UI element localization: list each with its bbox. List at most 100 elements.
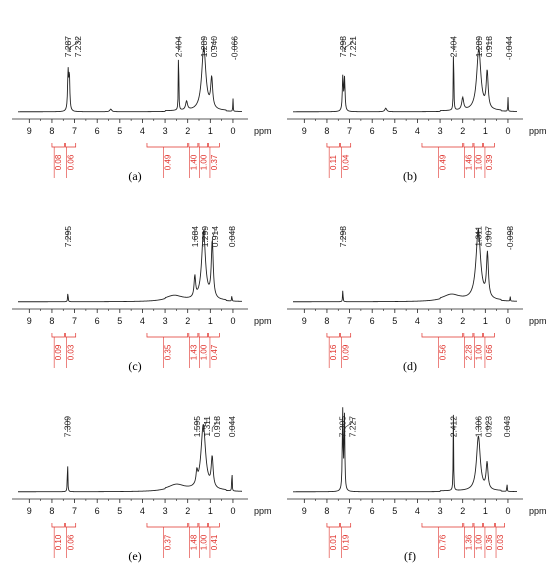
peak-leader <box>211 38 215 52</box>
integral-bracket <box>463 333 474 338</box>
x-unit-label: ppm <box>529 126 547 136</box>
integral-bracket <box>188 333 199 338</box>
x-tick-label: 4 <box>140 316 145 326</box>
x-tick-label: 0 <box>230 126 235 136</box>
x-tick-label: 5 <box>392 126 397 136</box>
integral-bracket <box>326 333 340 338</box>
x-tick-label: 9 <box>27 506 32 516</box>
x-tick-label: 7 <box>72 506 77 516</box>
integral-value: 0.03 <box>496 534 505 550</box>
x-tick-label: 8 <box>324 126 329 136</box>
x-tick-label: 1 <box>208 506 213 516</box>
x-tick-label: 6 <box>370 506 375 516</box>
integral-value: 0.06 <box>67 154 76 170</box>
integral-bracket <box>421 523 464 528</box>
integral-value: 0.19 <box>342 534 351 550</box>
integral-value: 0.35 <box>163 344 172 360</box>
x-tick-label: 4 <box>140 506 145 516</box>
integral-bracket <box>198 143 208 148</box>
integral-value: 0.06 <box>67 534 76 550</box>
x-unit-label: ppm <box>254 506 272 516</box>
integral-bracket <box>340 143 352 148</box>
peak-leader <box>487 228 489 242</box>
peak-label: 0.918 <box>484 36 494 58</box>
peak-label: 1.299 <box>200 226 210 248</box>
integral-value: 0.37 <box>210 154 219 170</box>
peak-label: 7.232 <box>73 36 83 58</box>
x-unit-label: ppm <box>529 506 547 516</box>
spectrum-trace <box>293 407 518 493</box>
x-tick-label: 9 <box>27 316 32 326</box>
integral-bracket <box>188 143 199 148</box>
integral-value: 0.16 <box>329 344 338 360</box>
x-unit-label: ppm <box>254 126 272 136</box>
integral-bracket <box>483 523 495 528</box>
peak-leader <box>211 418 218 432</box>
spectrum-trace <box>18 45 243 113</box>
x-tick-label: 0 <box>230 316 235 326</box>
x-tick-label: 1 <box>483 126 488 136</box>
integral-bracket <box>51 143 65 148</box>
integral-value: 0.76 <box>438 534 447 550</box>
integral-value: 1.00 <box>199 154 208 170</box>
peak-leader <box>69 38 79 52</box>
x-tick-label: 1 <box>483 506 488 516</box>
x-tick-label: 7 <box>347 506 352 516</box>
spectrum-trace <box>18 230 243 303</box>
x-tick-label: 0 <box>505 126 510 136</box>
x-tick-label: 8 <box>49 126 54 136</box>
x-tick-label: 1 <box>208 316 213 326</box>
x-tick-label: 5 <box>117 126 122 136</box>
peak-label: 7.221 <box>348 36 358 58</box>
integral-value: 1.40 <box>189 154 198 170</box>
x-tick-label: 9 <box>27 126 32 136</box>
integral-bracket <box>473 333 483 338</box>
integral-bracket <box>326 143 340 148</box>
integral-value: 0.04 <box>342 154 351 170</box>
x-tick-label: 0 <box>505 316 510 326</box>
x-tick-label: 3 <box>438 316 443 326</box>
x-tick-label: 4 <box>415 506 420 516</box>
x-tick-label: 3 <box>163 506 168 516</box>
panel-label: (f) <box>404 549 416 563</box>
integral-value: 0.49 <box>438 154 447 170</box>
peak-label: 1.311 <box>202 416 212 437</box>
x-tick-label: 5 <box>392 506 397 516</box>
x-tick-label: 2 <box>460 506 465 516</box>
integral-bracket <box>208 523 220 528</box>
peak-leader <box>202 418 208 432</box>
integral-value: 0.41 <box>210 534 219 550</box>
integral-bracket <box>463 143 474 148</box>
integral-value: 0.11 <box>329 154 338 170</box>
peak-label: 0.914 <box>210 226 220 248</box>
x-tick-label: 4 <box>140 126 145 136</box>
integral-bracket <box>483 143 495 148</box>
integral-value: 0.08 <box>54 154 63 170</box>
integral-bracket <box>421 143 464 148</box>
peak-leader <box>486 418 489 432</box>
x-unit-label: ppm <box>254 316 272 326</box>
peak-label: 0.918 <box>212 416 222 438</box>
integral-bracket <box>146 143 189 148</box>
integral-bracket <box>65 523 77 528</box>
x-tick-label: 0 <box>505 506 510 516</box>
integral-bracket <box>495 523 505 528</box>
integral-value: 1.48 <box>189 534 198 550</box>
x-tick-label: 3 <box>438 126 443 136</box>
x-tick-label: 5 <box>392 316 397 326</box>
x-tick-label: 9 <box>302 126 307 136</box>
integral-value: 0.37 <box>163 534 172 550</box>
integral-bracket <box>146 333 189 338</box>
integral-value: 1.46 <box>464 154 473 170</box>
x-tick-label: 6 <box>95 316 100 326</box>
x-tick-label: 3 <box>163 316 168 326</box>
x-tick-label: 6 <box>95 126 100 136</box>
x-tick-label: 6 <box>95 506 100 516</box>
integral-value: 0.49 <box>163 154 172 170</box>
integral-bracket <box>473 523 483 528</box>
spectrum-trace <box>18 423 243 493</box>
x-tick-label: 1 <box>483 316 488 326</box>
